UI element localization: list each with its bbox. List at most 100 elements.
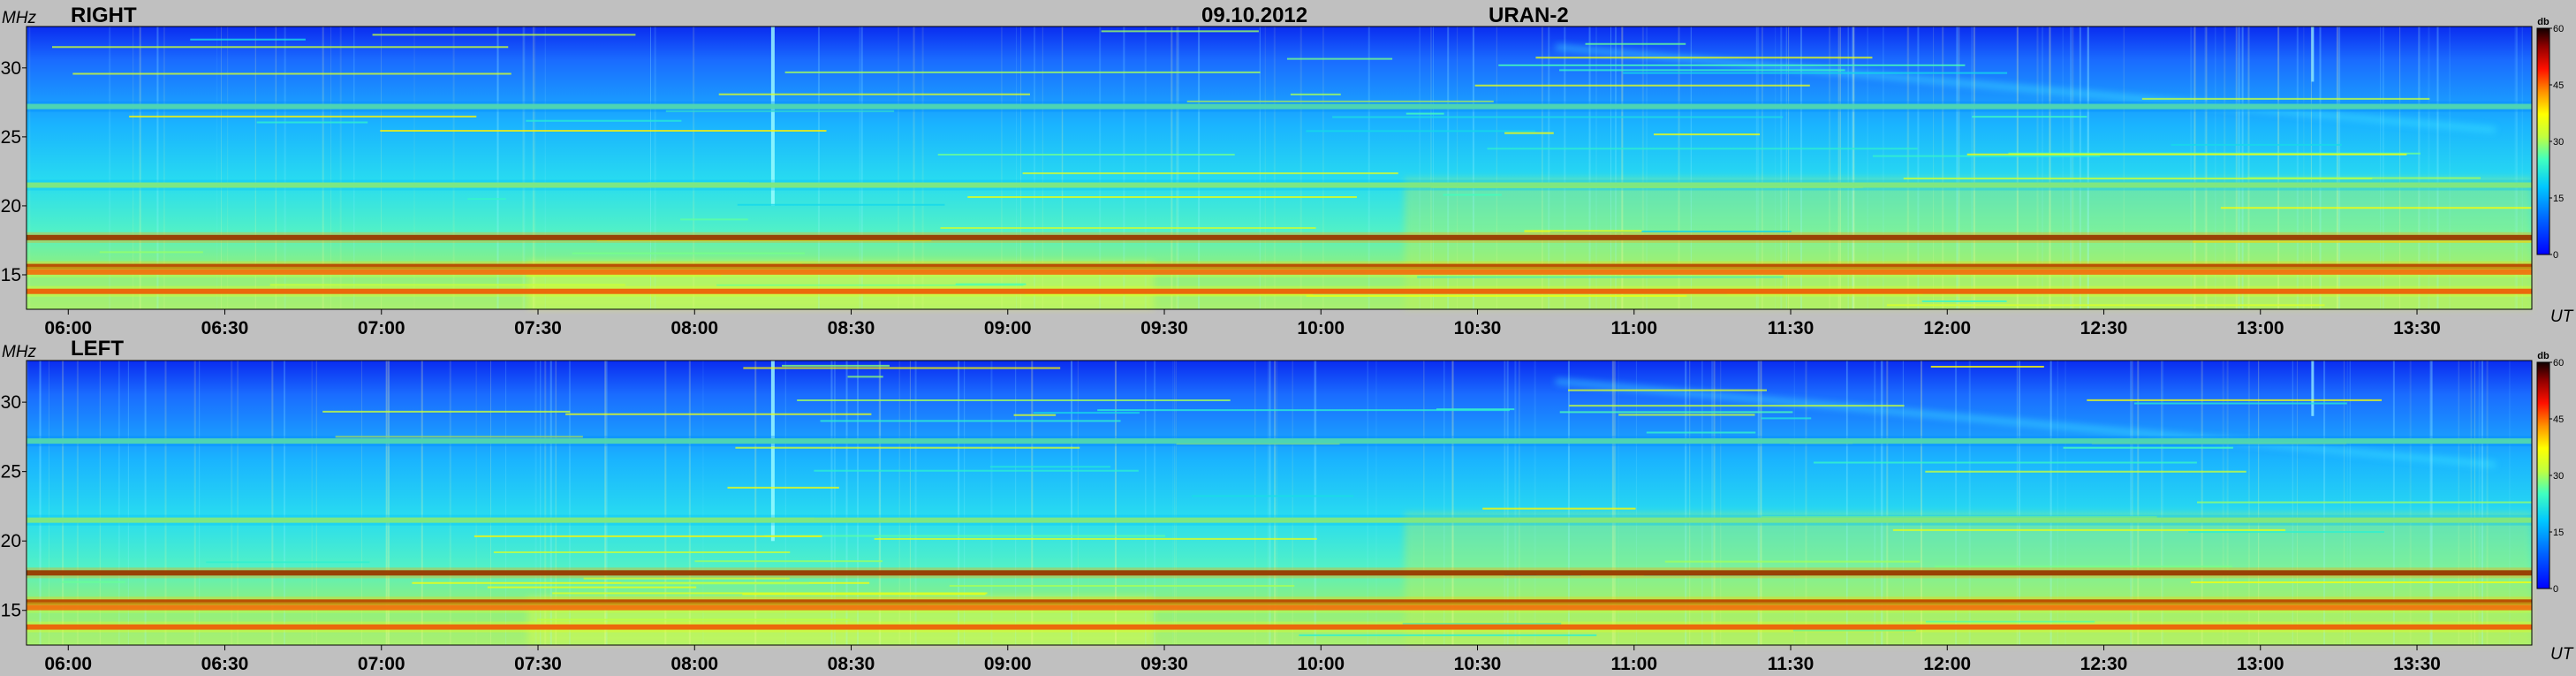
colorbar-scale xyxy=(2536,27,2550,255)
x-tick-label: 09:30 xyxy=(1140,318,1188,338)
y-tick-label: 15 xyxy=(1,265,21,285)
panel-left-yunit: MHz xyxy=(2,343,37,361)
x-tick-label: 10:30 xyxy=(1454,654,1502,672)
broadcast-band-halo xyxy=(27,621,2532,633)
colorbar-tick-label: 15 xyxy=(2553,194,2564,204)
x-tick-label: 12:30 xyxy=(2080,654,2128,672)
broadcast-band xyxy=(27,624,2532,630)
x-tick-label: 06:00 xyxy=(44,318,92,338)
broadcast-band-halo xyxy=(27,596,2532,608)
x-tick-label: 11:30 xyxy=(1768,654,1815,672)
broadcast-band xyxy=(27,234,2532,240)
colorbar-tick-label: 0 xyxy=(2553,250,2558,261)
colorbar-tick-label: 30 xyxy=(2553,471,2564,482)
x-tick-label: 10:30 xyxy=(1454,318,1502,338)
broadcast-band xyxy=(27,570,2532,576)
panel-right-yunit: MHz xyxy=(2,9,37,27)
instrument-label: URAN-2 xyxy=(1489,4,1569,27)
x-tick-label: 12:00 xyxy=(1923,318,1971,338)
x-tick-label: 08:00 xyxy=(671,318,718,338)
y-tick-label: 15 xyxy=(1,601,21,621)
broadcast-band xyxy=(27,438,2532,444)
x-tick-label: 08:30 xyxy=(828,654,875,672)
broadcast-band-halo xyxy=(27,567,2532,579)
x-tick-label: 11:30 xyxy=(1768,318,1815,338)
broadcast-band-halo xyxy=(27,232,2532,243)
broadcast-band xyxy=(27,263,2532,270)
broadcast-band-halo xyxy=(27,101,2532,112)
x-tick-label: 07:00 xyxy=(358,654,405,672)
panel-right-xunit: UT xyxy=(2550,308,2574,326)
y-tick-label: 25 xyxy=(1,462,21,482)
x-tick-label: 13:00 xyxy=(2237,654,2284,672)
x-tick-label: 09:00 xyxy=(984,654,1032,672)
panel-left-title: LEFT xyxy=(71,337,124,361)
broadcast-band-halo xyxy=(27,266,2532,277)
y-tick-label: 30 xyxy=(1,392,21,413)
broadcast-band-halo xyxy=(27,261,2532,272)
broadcast-band xyxy=(27,182,2532,188)
broadcast-band xyxy=(27,517,2532,523)
y-tick-label: 20 xyxy=(1,531,21,551)
heatmap-warm-region xyxy=(1404,178,2532,309)
heatmap-warm-region xyxy=(1404,513,2532,645)
date-label: 09.10.2012 xyxy=(1201,4,1307,27)
panel-right-xticks: 06:00 06:30 07:00 07:30 08:00 08:30 09:00 09:30… xyxy=(44,309,2441,338)
x-tick-label: 09:30 xyxy=(1140,654,1188,672)
panel-right-title: RIGHT xyxy=(71,4,137,27)
broadcast-band-halo xyxy=(27,436,2532,447)
x-tick-label: 06:30 xyxy=(201,654,249,672)
colorbar-scale xyxy=(2536,361,2550,589)
x-tick-label: 07:00 xyxy=(358,318,405,338)
panel-left-plot xyxy=(26,360,2533,646)
broadcast-band xyxy=(27,288,2532,294)
colorbar-tick-label: 30 xyxy=(2553,137,2564,148)
broadcast-band xyxy=(27,103,2532,110)
x-tick-label: 13:30 xyxy=(2393,654,2441,672)
x-tick-label: 13:00 xyxy=(2237,318,2284,338)
panel-left: LEFT MHz 30 25 20 15 06:00 06:30 07:00 07:30 08… xyxy=(1,337,2574,674)
y-tick-label: 30 xyxy=(1,58,21,79)
panel-right-plot xyxy=(26,26,2533,310)
plot-frame xyxy=(26,360,2533,646)
panel-left-yticks: 30 25 20 15 xyxy=(1,392,27,621)
broadcast-band-halo xyxy=(27,514,2532,526)
x-tick-label: 10:00 xyxy=(1297,318,1345,338)
colorbar-tick-label: 45 xyxy=(2553,80,2564,91)
panel-right-colorbar: db 60 45 30 15 0 xyxy=(2536,17,2564,261)
broadcast-band xyxy=(27,269,2532,275)
colorbar-tick-label: 15 xyxy=(2553,528,2564,538)
drifting-feature xyxy=(1555,44,2496,133)
plot-frame xyxy=(26,26,2533,310)
y-tick-label: 25 xyxy=(1,127,21,148)
x-tick-label: 09:00 xyxy=(984,318,1032,338)
x-tick-label: 11:00 xyxy=(1610,318,1657,338)
colorbar-unit: db xyxy=(2537,17,2549,27)
x-tick-label: 12:00 xyxy=(1923,654,1971,672)
colorbar-tick-label: 60 xyxy=(2553,358,2564,368)
x-tick-label: 13:30 xyxy=(2393,318,2441,338)
broadcast-band xyxy=(27,599,2532,605)
y-tick-label: 20 xyxy=(1,196,21,216)
colorbar-unit: db xyxy=(2537,351,2549,361)
x-tick-label: 06:00 xyxy=(44,654,92,672)
panel-right-yticks: 30 25 20 15 xyxy=(1,58,27,285)
broadcast-band xyxy=(27,604,2532,611)
x-tick-label: 08:00 xyxy=(671,654,718,672)
x-tick-label: 07:30 xyxy=(514,654,562,672)
colorbar-tick-label: 45 xyxy=(2553,414,2564,425)
panel-left-colorbar: db 60 45 30 15 0 xyxy=(2536,351,2564,595)
drifting-feature xyxy=(1555,378,2496,467)
x-tick-label: 10:00 xyxy=(1297,654,1345,672)
x-tick-label: 07:30 xyxy=(514,318,562,338)
x-tick-label: 12:30 xyxy=(2080,318,2128,338)
x-tick-label: 11:00 xyxy=(1610,654,1657,672)
broadcast-band-halo xyxy=(27,285,2532,297)
colorbar-tick-label: 0 xyxy=(2553,584,2558,595)
broadcast-band-halo xyxy=(27,179,2532,191)
colorbar-tick-label: 60 xyxy=(2553,24,2564,34)
panel-left-xunit: UT xyxy=(2550,645,2574,664)
